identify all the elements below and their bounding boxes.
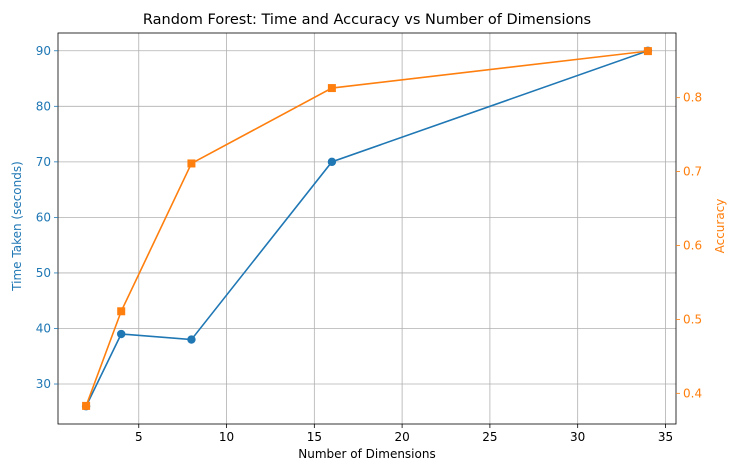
- series-layer: [81, 46, 653, 411]
- left-y-axis-label: Time Taken (seconds): [10, 161, 24, 292]
- x-tick-label: 10: [219, 430, 234, 444]
- chart-title: Random Forest: Time and Accuracy vs Numb…: [143, 12, 591, 28]
- time-data-point: [117, 329, 126, 339]
- x-tick-label: 20: [394, 430, 409, 444]
- right-y-tick-label: 0.7: [683, 165, 702, 179]
- x-axis-label: Number of Dimensions: [298, 447, 435, 461]
- time-data-point: [187, 335, 196, 344]
- axes: 5 10 15 20 25 30 35 30 40 50 60 70 80 90 0.4 0.5 0.6 0.7 0…: [36, 44, 702, 444]
- plot-frame: [57, 32, 677, 425]
- left-y-tick-label: 60: [36, 210, 51, 224]
- accuracy-data-point: [117, 307, 126, 316]
- right-y-tick-label: 0.6: [683, 239, 702, 253]
- x-tick-label: 25: [482, 430, 497, 444]
- right-y-tick-label: 0.8: [683, 91, 702, 105]
- time-data-point: [327, 157, 337, 167]
- x-tick-label: 35: [658, 430, 673, 444]
- left-y-tick-label: 70: [36, 155, 51, 169]
- left-y-tick-label: 50: [36, 266, 51, 280]
- right-y-tick-label: 0.4: [683, 386, 702, 400]
- accuracy-series-line: [85, 50, 649, 407]
- grid-lines: [58, 33, 676, 424]
- x-tick-label: 5: [135, 430, 143, 444]
- left-y-tick-label: 40: [36, 321, 51, 335]
- left-y-tick-label: 30: [36, 377, 51, 391]
- left-y-tick-label: 90: [36, 44, 51, 58]
- time-series-line: [85, 50, 649, 407]
- right-y-axis-label: Accuracy: [713, 199, 727, 254]
- right-y-tick-label: 0.5: [683, 312, 702, 326]
- left-y-tick-label: 80: [36, 99, 51, 113]
- x-tick-label: 30: [570, 430, 585, 444]
- accuracy-data-point: [187, 159, 196, 168]
- accuracy-data-point: [82, 401, 91, 410]
- x-tick-label: 15: [307, 430, 322, 444]
- accuracy-data-point: [643, 47, 652, 56]
- accuracy-data-point: [327, 84, 336, 93]
